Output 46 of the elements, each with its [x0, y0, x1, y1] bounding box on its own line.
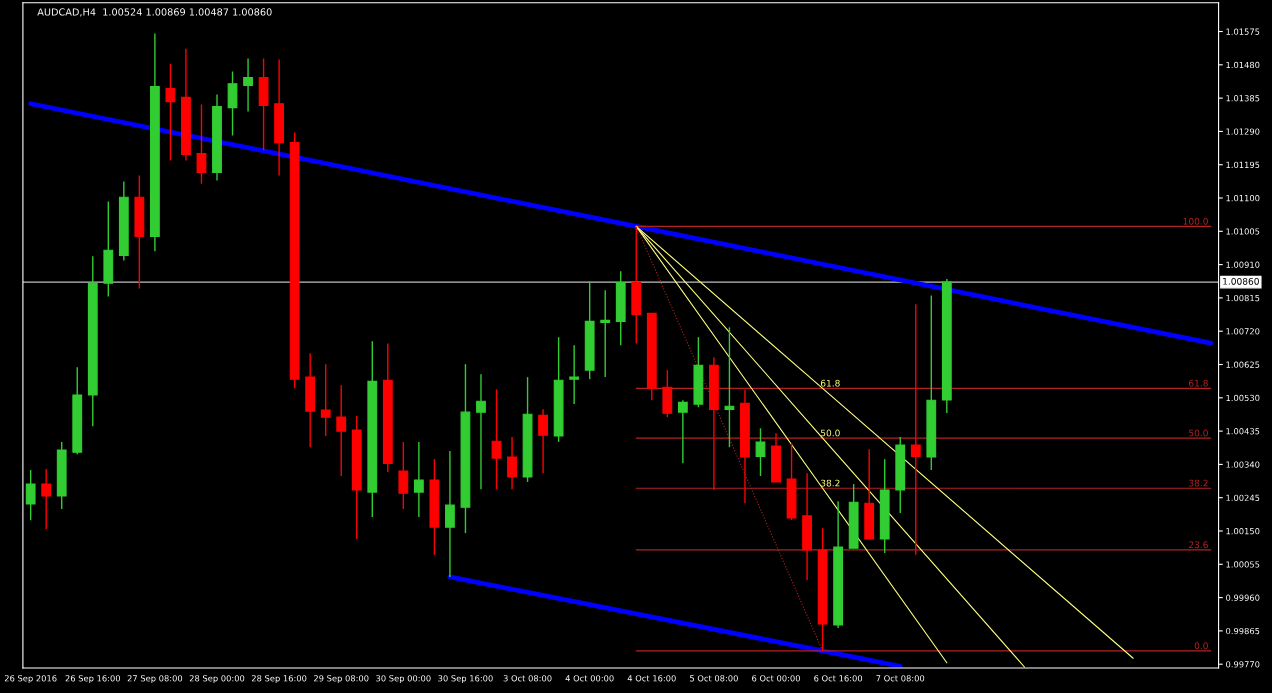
y-tick-label: 0.99865: [1226, 627, 1260, 635]
y-tick-label: 1.01290: [1226, 128, 1260, 135]
ref-line-label: 1.00860: [1223, 277, 1259, 285]
series-label: 38.2: [1189, 479, 1208, 487]
y-tick-label: 1.00340: [1226, 461, 1260, 468]
y-tick-label: 1.01005: [1226, 228, 1260, 235]
y-tick-label: 1.00815: [1226, 294, 1260, 302]
series-label: 38.2: [820, 479, 840, 487]
series-label: 50.0: [1189, 429, 1208, 437]
series-label: 61.8: [820, 379, 840, 387]
y-tick-label: 1.01480: [1226, 61, 1260, 69]
series-label: 50.0: [820, 429, 840, 437]
y-tick-label: 1.01575: [1226, 28, 1260, 35]
x-tick-label: 3 Oct 08:00: [503, 675, 552, 682]
x-tick-label: 5 Oct 08:00: [690, 675, 738, 682]
y-tick-label: 1.00055: [1226, 561, 1260, 568]
x-tick-label: 27 Sep 08:00: [127, 675, 183, 684]
y-tick-label: 1.01195: [1226, 161, 1260, 168]
series-label: 100.0: [1183, 217, 1208, 225]
x-tick-label: 30 Sep 00:00: [376, 675, 431, 684]
x-tick-label: 28 Sep 00:00: [189, 675, 245, 684]
series-label: 61.8: [1189, 379, 1208, 387]
y-tick-label: 1.00435: [1226, 428, 1260, 435]
y-tick-label: 1.01385: [1226, 95, 1260, 102]
x-tick-label: 29 Sep 08:00: [314, 675, 369, 684]
y-tick-label: 1.01100: [1226, 194, 1260, 202]
series-label: 23.6: [1189, 541, 1208, 549]
x-tick-label: 6 Oct 00:00: [752, 675, 800, 682]
x-tick-label: 30 Sep 16:00: [438, 675, 493, 684]
y-tick-label: 1.00720: [1226, 328, 1260, 335]
x-tick-label: 26 Sep 16:00: [65, 675, 121, 684]
y-tick-label: 1.00245: [1226, 494, 1260, 501]
y-tick-label: 0.99960: [1226, 594, 1260, 601]
x-tick-label: 28 Sep 16:00: [251, 675, 307, 684]
y-tick-label: 1.00150: [1226, 527, 1260, 535]
x-tick-label: 7 Oct 08:00: [876, 675, 925, 682]
x-tick-label: 4 Oct 00:00: [565, 675, 614, 682]
y-tick-label: 1.00910: [1226, 261, 1260, 268]
x-tick-label: 4 Oct 16:00: [627, 675, 676, 682]
x-tick-label: 26 Sep 2016: [4, 675, 57, 684]
y-tick-label: 0.99770: [1226, 661, 1260, 668]
y-tick-label: 1.00625: [1226, 361, 1260, 368]
chart-title: AUDCAD,H4 1.00524 1.00869 1.00487 1.00860: [37, 8, 272, 17]
x-tick-label: 6 Oct 16:00: [814, 675, 863, 682]
y-tick-label: 1.00530: [1226, 394, 1260, 402]
series-label: 0.0: [1194, 642, 1208, 650]
